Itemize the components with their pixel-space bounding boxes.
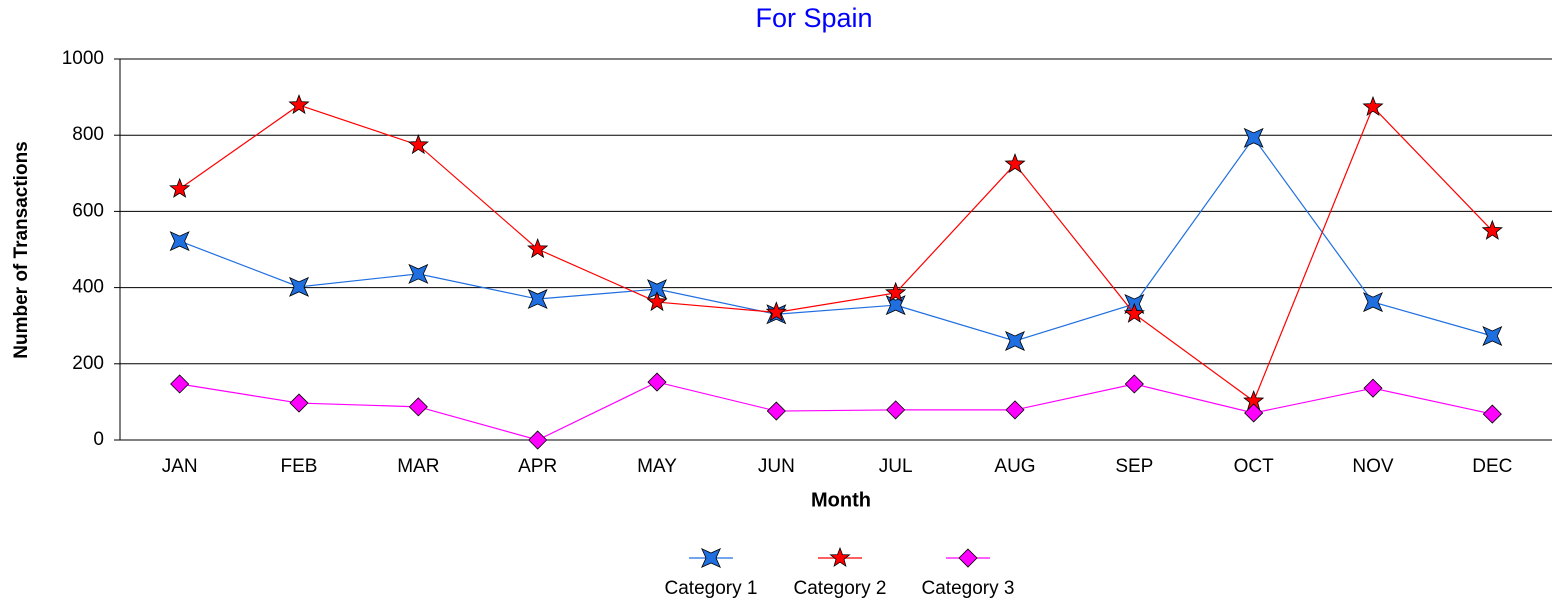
- point: [765, 301, 787, 322]
- y-axis-label: Number of Transactions: [11, 141, 32, 359]
- point: [1244, 403, 1264, 423]
- point: [1004, 153, 1026, 174]
- x-tick-label: MAR: [397, 456, 439, 477]
- point: [288, 93, 310, 115]
- point: [1123, 302, 1145, 323]
- point: [1362, 95, 1384, 117]
- point: [289, 276, 309, 297]
- legend-marker: [701, 548, 721, 568]
- point: [1005, 330, 1025, 351]
- point: [646, 290, 668, 312]
- point: [886, 400, 906, 420]
- y-tick-label: 600: [72, 200, 104, 221]
- chart-title: For Spain: [755, 3, 872, 33]
- point: [527, 289, 548, 310]
- point: [647, 372, 667, 392]
- legend-marker: [958, 548, 978, 568]
- point: [289, 393, 309, 413]
- point: [1482, 404, 1502, 424]
- point: [1481, 219, 1503, 240]
- y-tick-label: 0: [93, 429, 104, 450]
- y-tick-label: 800: [72, 124, 104, 145]
- x-tick-label: SEP: [1115, 456, 1153, 477]
- y-tick-label: 200: [72, 353, 104, 374]
- x-tick-label: JAN: [162, 456, 198, 477]
- point: [1482, 325, 1503, 346]
- y-tick-label: 400: [72, 277, 104, 298]
- x-tick-label: JUL: [879, 456, 913, 477]
- point: [1124, 374, 1144, 394]
- legend-label: Category 1: [665, 578, 758, 599]
- x-tick-label: DEC: [1472, 456, 1512, 477]
- point: [1363, 378, 1383, 398]
- point: [169, 177, 191, 198]
- legend-label: Category 2: [794, 578, 887, 599]
- series-line: [179, 381, 1493, 441]
- point: [527, 237, 549, 259]
- point: [885, 281, 907, 302]
- series-line: [179, 104, 1493, 403]
- point: [170, 374, 190, 394]
- x-axis-label: Month: [811, 489, 871, 511]
- x-tick-label: AUG: [994, 456, 1035, 477]
- point: [408, 263, 429, 284]
- series-line: [179, 136, 1493, 342]
- point: [1363, 292, 1383, 313]
- x-tick-label: MAY: [637, 456, 677, 477]
- x-tick-label: NOV: [1352, 456, 1394, 477]
- point: [169, 231, 190, 252]
- x-tick-label: FEB: [281, 456, 318, 477]
- x-tick-label: JUN: [758, 456, 795, 477]
- x-tick-label: OCT: [1234, 456, 1275, 477]
- point: [1005, 400, 1025, 420]
- legend-marker: [829, 546, 851, 568]
- x-tick-label: APR: [518, 456, 557, 477]
- point: [1243, 127, 1264, 148]
- point: [407, 133, 429, 155]
- y-tick-label: 1000: [62, 48, 104, 69]
- point: [766, 401, 786, 421]
- legend-label: Category 3: [922, 578, 1015, 599]
- point: [408, 397, 428, 417]
- point: [528, 430, 548, 450]
